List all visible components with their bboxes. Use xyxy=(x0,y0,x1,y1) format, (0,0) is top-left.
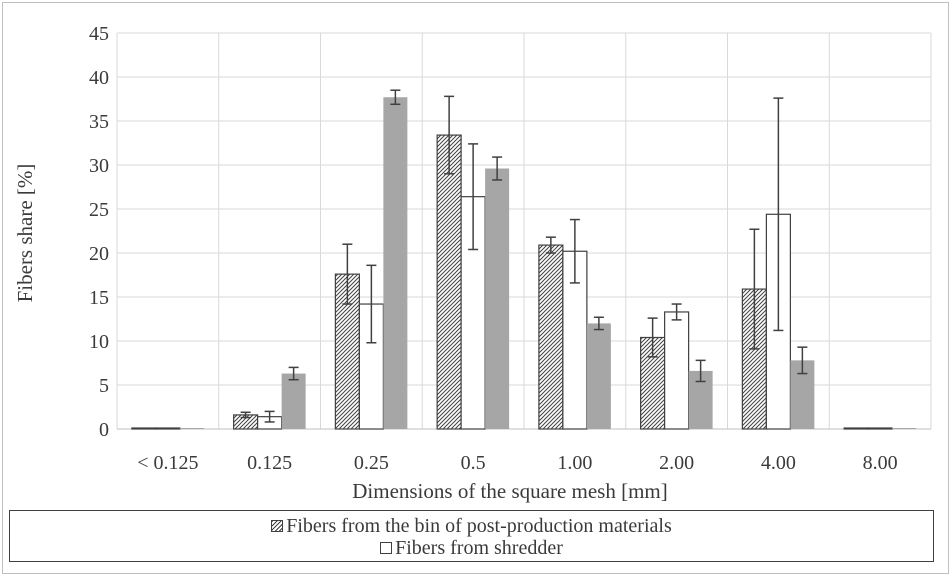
error-bar xyxy=(773,97,784,332)
bar-hatched-3 xyxy=(436,134,462,430)
error-bar xyxy=(647,317,658,358)
bar-hatched-0 xyxy=(131,427,157,430)
error-bar xyxy=(695,359,706,383)
error-bar xyxy=(366,264,377,344)
y-tick-label: 5 xyxy=(99,375,109,397)
error-bar xyxy=(569,218,580,284)
x-tick-label: 0.5 xyxy=(461,452,486,474)
bar-outline-7 xyxy=(867,427,893,430)
error-bars xyxy=(240,89,808,423)
y-tick-label: 15 xyxy=(89,287,109,309)
bar-filled-3 xyxy=(485,168,510,429)
error-bar xyxy=(545,236,556,254)
bar-filled-1 xyxy=(281,373,306,429)
error-bar xyxy=(593,316,604,331)
gridlines xyxy=(116,32,932,430)
legend-swatch-hatched xyxy=(271,520,284,532)
y-axis-title: Fibers share [%] xyxy=(13,164,37,303)
x-tick-label: 0.25 xyxy=(354,452,389,474)
legend-swatch-outline xyxy=(380,542,393,554)
y-tick-label: 30 xyxy=(89,155,109,177)
bar-filled-2 xyxy=(383,97,408,430)
bar-hatched-4 xyxy=(538,244,564,430)
error-bar xyxy=(444,95,455,175)
bar-hatched-7 xyxy=(843,427,869,430)
error-bar xyxy=(671,303,682,321)
y-tick-label: 10 xyxy=(89,331,109,353)
x-tick-label: 2.00 xyxy=(659,452,694,474)
x-tick-label: 4.00 xyxy=(761,452,796,474)
error-bar xyxy=(342,243,353,305)
legend-entry-bin: Fibers from the bin of post-production m… xyxy=(10,515,933,537)
x-tick-label: 8.00 xyxy=(863,452,898,474)
bar-outline-0 xyxy=(155,427,181,430)
error-bar xyxy=(749,228,760,350)
legend-label-bin: Fibers from the bin of post-production m… xyxy=(286,515,672,537)
legend: Fibers from the bin of post-production m… xyxy=(9,510,934,562)
error-bar xyxy=(264,410,275,423)
error-bar xyxy=(797,346,808,375)
bars xyxy=(131,97,917,430)
error-bar xyxy=(390,89,401,106)
x-tick-label: 1.00 xyxy=(557,452,592,474)
y-tick-label: 25 xyxy=(89,199,109,221)
error-bar xyxy=(240,411,251,419)
y-tick-label: 40 xyxy=(89,67,109,89)
bar-outline-5 xyxy=(664,311,690,430)
y-tick-label: 35 xyxy=(89,111,109,133)
x-tick-label: 0.125 xyxy=(247,452,292,474)
y-axis-tick-labels: 0 5 10 15 20 25 30 35 40 45 xyxy=(89,23,109,441)
bar-filled-7 xyxy=(892,428,917,429)
error-bar xyxy=(468,143,479,251)
y-tick-label: 20 xyxy=(89,243,109,265)
legend-label-shredder: Fibers from shredder xyxy=(395,537,563,559)
x-axis-title: Dimensions of the square mesh [mm] xyxy=(352,479,668,503)
error-bar xyxy=(288,366,299,381)
x-axis-tick-labels: < 0.125 0.125 0.25 0.5 1.00 2.00 4.00 8.00 xyxy=(137,452,897,474)
error-bar xyxy=(492,156,503,181)
bar-filled-4 xyxy=(586,323,611,429)
x-tick-label: < 0.125 xyxy=(137,452,198,474)
legend-entry-shredder: Fibers from shredder xyxy=(10,537,933,559)
y-tick-label: 0 xyxy=(99,419,109,441)
y-tick-label: 45 xyxy=(89,23,109,45)
bar-filled-0 xyxy=(179,428,204,429)
